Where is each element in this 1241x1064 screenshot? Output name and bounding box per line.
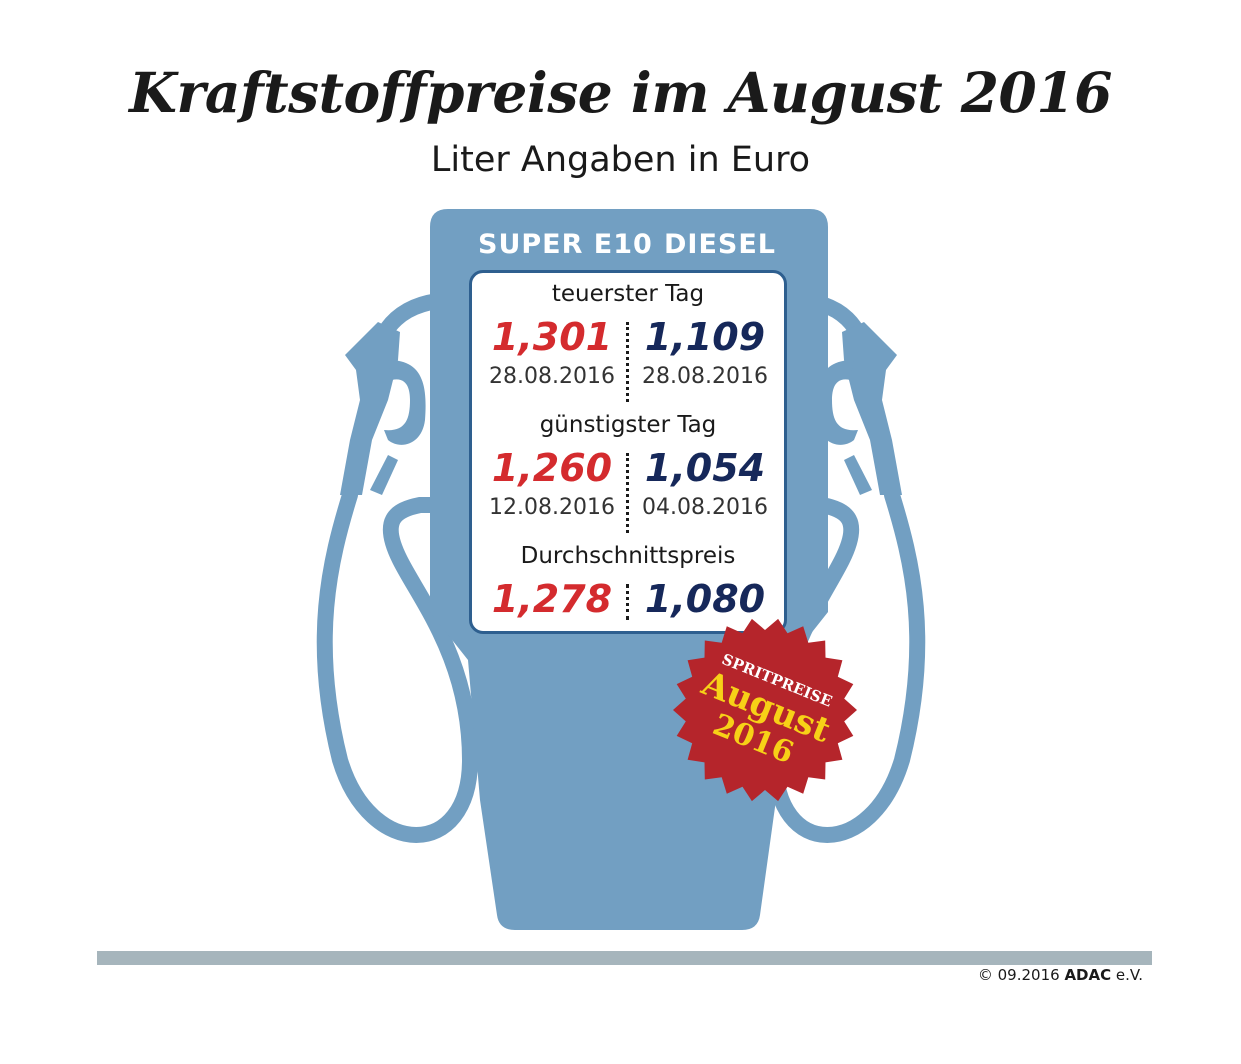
page-title: Kraftstoffpreise im August 2016 bbox=[129, 60, 1112, 125]
divider bbox=[626, 584, 629, 620]
footer-bar bbox=[97, 951, 1152, 965]
section-label-cheapest: günstigster Tag bbox=[539, 412, 717, 438]
section-label-average: Durchschnittspreis bbox=[520, 543, 736, 569]
left-nozzle-icon bbox=[340, 322, 426, 495]
super-price-most-expensive: 1,301 bbox=[491, 315, 613, 359]
diesel-date-cheapest: 04.08.2016 bbox=[642, 495, 768, 520]
column-header-super: SUPER E10 bbox=[478, 229, 653, 260]
page-subtitle: Liter Angaben in Euro bbox=[430, 140, 811, 180]
brand-suffix: e.V. bbox=[1115, 966, 1143, 984]
section-label-most-expensive: teuerster Tag bbox=[551, 281, 705, 307]
diesel-price-most-expensive: 1,109 bbox=[644, 315, 766, 359]
column-header-diesel: DIESEL bbox=[664, 229, 776, 260]
copyright: © 09.2016 ADAC e.V. bbox=[978, 966, 1143, 984]
super-date-cheapest: 12.08.2016 bbox=[489, 495, 615, 520]
diesel-price-cheapest: 1,054 bbox=[644, 446, 766, 490]
august-badge: SPRITPREISE August 2016 bbox=[673, 618, 857, 802]
diesel-price-average: 1,080 bbox=[644, 577, 766, 621]
right-nozzle-icon bbox=[816, 322, 902, 495]
super-price-average: 1,278 bbox=[491, 577, 613, 621]
divider bbox=[626, 322, 629, 402]
divider bbox=[626, 453, 629, 533]
badge-starburst bbox=[673, 618, 857, 802]
super-date-most-expensive: 28.08.2016 bbox=[489, 364, 615, 389]
super-price-cheapest: 1,260 bbox=[491, 446, 613, 490]
brand-name: ADAC bbox=[1064, 966, 1112, 984]
copyright-date: © 09.2016 bbox=[977, 966, 1060, 984]
diesel-date-most-expensive: 28.08.2016 bbox=[642, 364, 768, 389]
